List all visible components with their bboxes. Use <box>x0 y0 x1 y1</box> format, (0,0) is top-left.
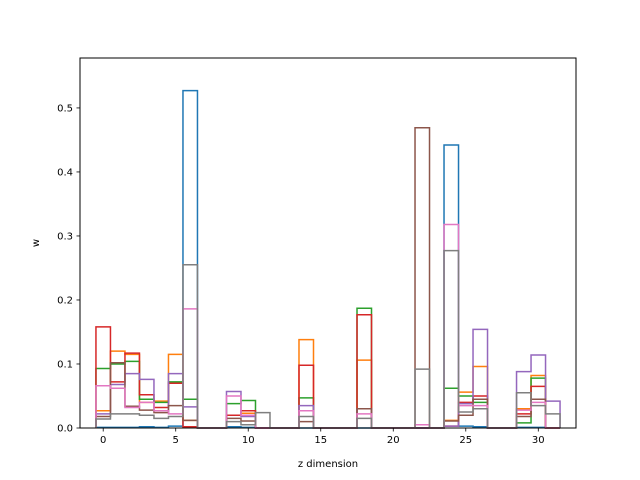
y-tick-label: 0.1 <box>57 359 73 370</box>
y-tick-label: 0.5 <box>57 103 73 114</box>
x-tick-label: 15 <box>314 435 327 446</box>
x-tick-label: 25 <box>459 435 472 446</box>
x-axis-label: z dimension <box>298 459 358 470</box>
x-tick-label: 10 <box>242 435 255 446</box>
y-tick-label: 0.0 <box>57 424 73 435</box>
y-axis: 0.0 0.1 0.2 0.3 0.4 0.5 <box>57 103 80 435</box>
x-tick-label: 0 <box>100 435 106 446</box>
y-tick-label: 0.4 <box>57 167 73 178</box>
axes-frame <box>79 57 577 429</box>
y-tick-label: 0.3 <box>57 231 73 242</box>
x-tick-label: 20 <box>387 435 400 446</box>
x-axis: 0 5 10 15 20 25 30 <box>100 428 545 446</box>
y-tick-label: 0.2 <box>57 295 73 306</box>
x-tick-label: 5 <box>173 435 179 446</box>
x-tick-label: 30 <box>532 435 545 446</box>
y-axis-label: w <box>31 239 42 247</box>
